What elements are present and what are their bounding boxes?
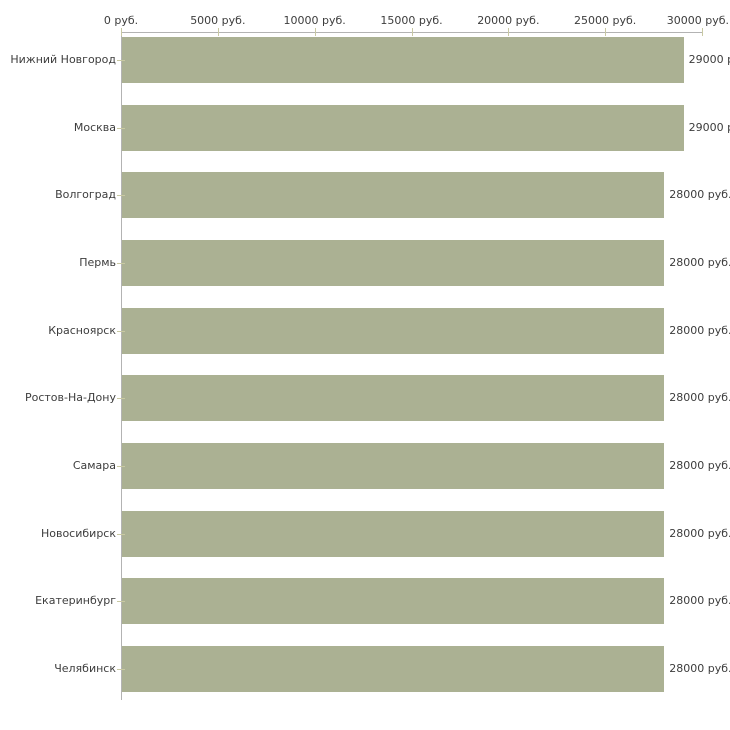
category-label: Екатеринбург <box>35 594 116 608</box>
bar-value-label: 28000 руб. <box>669 391 730 405</box>
bar <box>122 442 665 489</box>
category-label: Красноярск <box>48 323 116 337</box>
category-label: Новосибирск <box>40 526 116 540</box>
y-tick <box>117 262 125 264</box>
y-tick <box>117 60 125 61</box>
category-label: Челябинск <box>54 661 116 675</box>
bar-value-label: 28000 руб. <box>669 594 730 608</box>
bar-value-label: 28000 руб. <box>669 323 730 337</box>
category-label: Москва <box>73 120 116 134</box>
bar <box>122 172 665 219</box>
x-tick <box>702 28 703 36</box>
x-tick-label: 25000 руб. <box>574 14 637 27</box>
bar <box>122 645 665 692</box>
x-tick-label: 5000 руб. <box>190 14 246 27</box>
y-tick <box>117 533 125 535</box>
category-label: Самара <box>72 458 116 472</box>
x-tick-label: 10000 руб. <box>283 14 346 27</box>
bar <box>122 307 665 354</box>
y-tick <box>117 330 125 332</box>
y-tick <box>117 398 125 400</box>
y-tick <box>117 195 125 197</box>
bar-value-label: 28000 руб. <box>669 188 730 202</box>
bar <box>122 104 684 151</box>
category-label: Ростов-На-Дону <box>24 391 116 405</box>
category-label: Нижний Новгород <box>10 53 116 66</box>
bar-value-label: 28000 руб. <box>669 526 730 540</box>
x-tick <box>605 28 607 36</box>
bar <box>122 578 665 625</box>
x-tick <box>314 28 316 36</box>
x-tick-label: 0 руб. <box>103 14 139 27</box>
x-tick <box>508 28 510 36</box>
x-tick-label: 15000 руб. <box>380 14 443 27</box>
category-label: Волгоград <box>55 188 116 202</box>
bar-value-label: 29000 руб. <box>688 53 730 66</box>
bar-value-label: 29000 руб. <box>688 120 730 134</box>
x-tick <box>411 28 413 36</box>
y-tick <box>117 668 125 670</box>
y-tick <box>117 127 125 129</box>
y-tick <box>117 601 125 603</box>
y-tick <box>117 465 125 467</box>
x-tick-label: 20000 руб. <box>477 14 540 27</box>
bar <box>122 510 665 557</box>
bar-value-label: 28000 руб. <box>669 255 730 269</box>
x-tick-label: 30000 руб. <box>666 14 729 27</box>
bar-value-label: 28000 руб. <box>669 458 730 472</box>
y-axis-line <box>121 32 122 700</box>
category-label: Пермь <box>79 255 116 269</box>
x-tick <box>217 28 219 36</box>
bar-value-label: 28000 руб. <box>669 661 730 675</box>
bar <box>122 239 665 286</box>
x-tick <box>121 28 122 36</box>
bar <box>122 375 665 422</box>
bar <box>122 37 684 83</box>
